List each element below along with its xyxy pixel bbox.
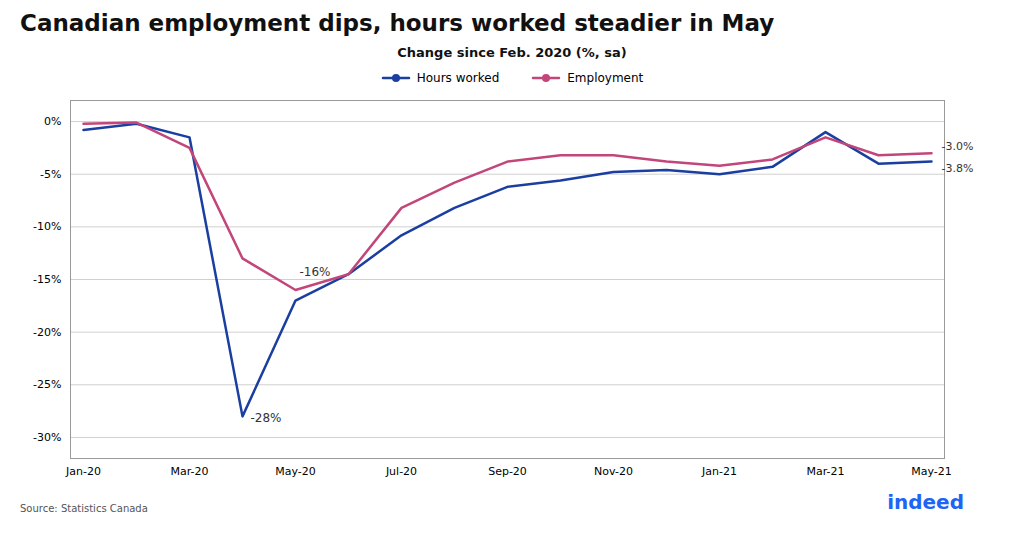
html-text:Change since Feb. 2020 (%, sa): Change since Feb. 2020 (%, sa) xyxy=(397,45,627,60)
html-text:Canadian employment dips, hour: Canadian employment dips, hours worked s… xyxy=(20,10,775,36)
svg-text:-30%: -30% xyxy=(33,431,61,444)
svg-text:0%: 0% xyxy=(44,115,61,128)
svg-text:May-21: May-21 xyxy=(911,465,952,478)
html-text:indeed: indeed xyxy=(887,490,964,514)
svg-text:-28%: -28% xyxy=(251,411,282,425)
svg-text:Jan-21: Jan-21 xyxy=(701,465,737,478)
html-text:Source: Statistics Canada: Source: Statistics Canada xyxy=(20,503,148,514)
svg-text:Sep-20: Sep-20 xyxy=(488,465,527,478)
svg-text:Nov-20: Nov-20 xyxy=(594,465,633,478)
svg-text:Jan-20: Jan-20 xyxy=(65,465,101,478)
svg-text:May-20: May-20 xyxy=(275,465,316,478)
svg-text:-5%: -5% xyxy=(40,168,61,181)
svg-text:-25%: -25% xyxy=(33,378,61,391)
svg-text:-10%: -10% xyxy=(33,220,61,233)
svg-text:-3.8%: -3.8% xyxy=(942,162,974,175)
svg-text:-20%: -20% xyxy=(33,326,61,339)
svg-text:-3.0%: -3.0% xyxy=(942,140,974,153)
svg-text:Jul-20: Jul-20 xyxy=(385,465,417,478)
svg-text:-16%: -16% xyxy=(300,265,331,279)
svg-text:Mar-21: Mar-21 xyxy=(806,465,844,478)
html-text:Employment: Employment xyxy=(567,71,644,85)
svg-text:Mar-20: Mar-20 xyxy=(170,465,208,478)
html-text:Hours worked: Hours worked xyxy=(416,71,500,85)
svg-text:-15%: -15% xyxy=(33,273,61,286)
